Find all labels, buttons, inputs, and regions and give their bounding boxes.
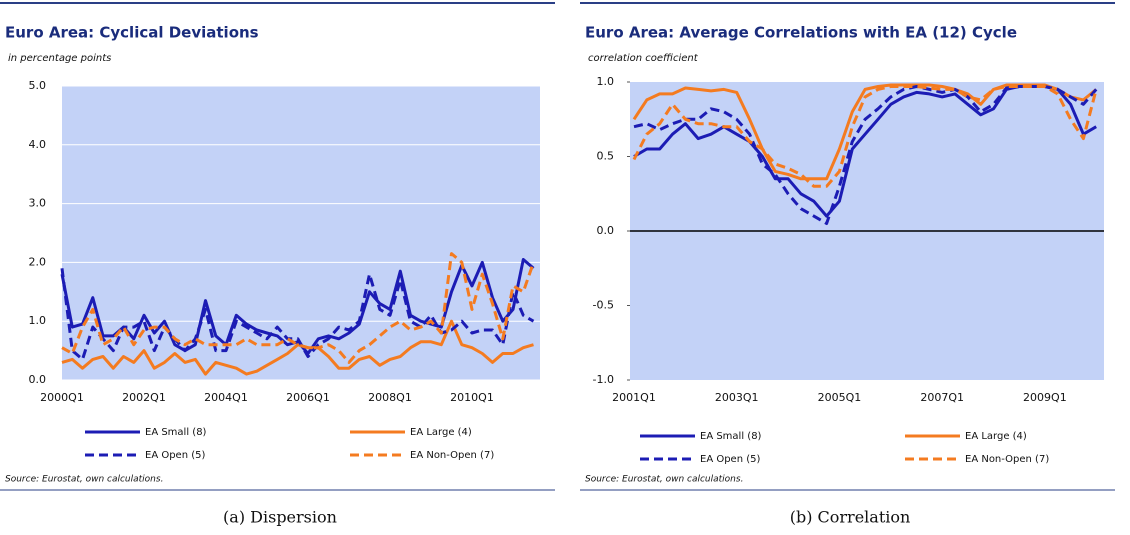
y-tick-label: 4.0 <box>29 138 47 151</box>
y-tick-label: 1.0 <box>597 75 615 88</box>
y-tick-label: 3.0 <box>29 197 47 210</box>
y-tick-label: 1.0 <box>29 314 47 327</box>
x-tick-label: 2010Q1 <box>450 391 494 404</box>
x-tick-label: 2006Q1 <box>286 391 330 404</box>
chart-title: Euro Area: Cyclical Deviations <box>5 24 259 42</box>
x-tick-label: 2009Q1 <box>1023 391 1067 404</box>
legend-label: EA Small (8) <box>145 427 207 438</box>
legend-label: EA Open (5) <box>145 450 205 461</box>
caption: (b) Correlation <box>790 508 911 527</box>
x-tick-label: 2002Q1 <box>122 391 166 404</box>
legend-label: EA Large (4) <box>410 427 472 438</box>
source-note: Source: Eurostat, own calculations. <box>5 475 163 485</box>
x-tick-label: 2008Q1 <box>368 391 412 404</box>
y-tick-label: -0.5 <box>593 299 614 312</box>
x-tick-label: 2001Q1 <box>612 391 656 404</box>
caption: (a) Dispersion <box>223 508 337 527</box>
subtitle: in percentage points <box>8 53 111 64</box>
legend-label: EA Small (8) <box>700 431 762 442</box>
x-tick-label: 2000Q1 <box>40 391 84 404</box>
x-tick-label: 2004Q1 <box>204 391 248 404</box>
legend-label: EA Non-Open (7) <box>965 454 1049 465</box>
legend-label: EA Large (4) <box>965 431 1027 442</box>
series-line <box>632 85 1098 188</box>
x-tick-label: 2003Q1 <box>715 391 759 404</box>
y-tick-label: 0.0 <box>597 224 615 237</box>
x-tick-label: 2007Q1 <box>920 391 964 404</box>
y-tick-label: 0.5 <box>597 150 615 163</box>
y-tick-label: -1.0 <box>593 373 614 386</box>
x-tick-label: 2005Q1 <box>818 391 862 404</box>
y-tick-label: 2.0 <box>29 255 47 268</box>
source-note: Source: Eurostat, own calculations. <box>585 475 743 485</box>
y-tick-label: 5.0 <box>29 79 47 92</box>
legend-label: EA Non-Open (7) <box>410 450 494 461</box>
legend-label: EA Open (5) <box>700 454 760 465</box>
chart-title: Euro Area: Average Correlations with EA … <box>585 24 1017 42</box>
subtitle: correlation coefficient <box>588 53 699 64</box>
series-line <box>61 252 535 364</box>
y-tick-label: 0.0 <box>29 373 47 386</box>
series-line <box>633 85 1098 225</box>
series-line <box>60 268 535 361</box>
